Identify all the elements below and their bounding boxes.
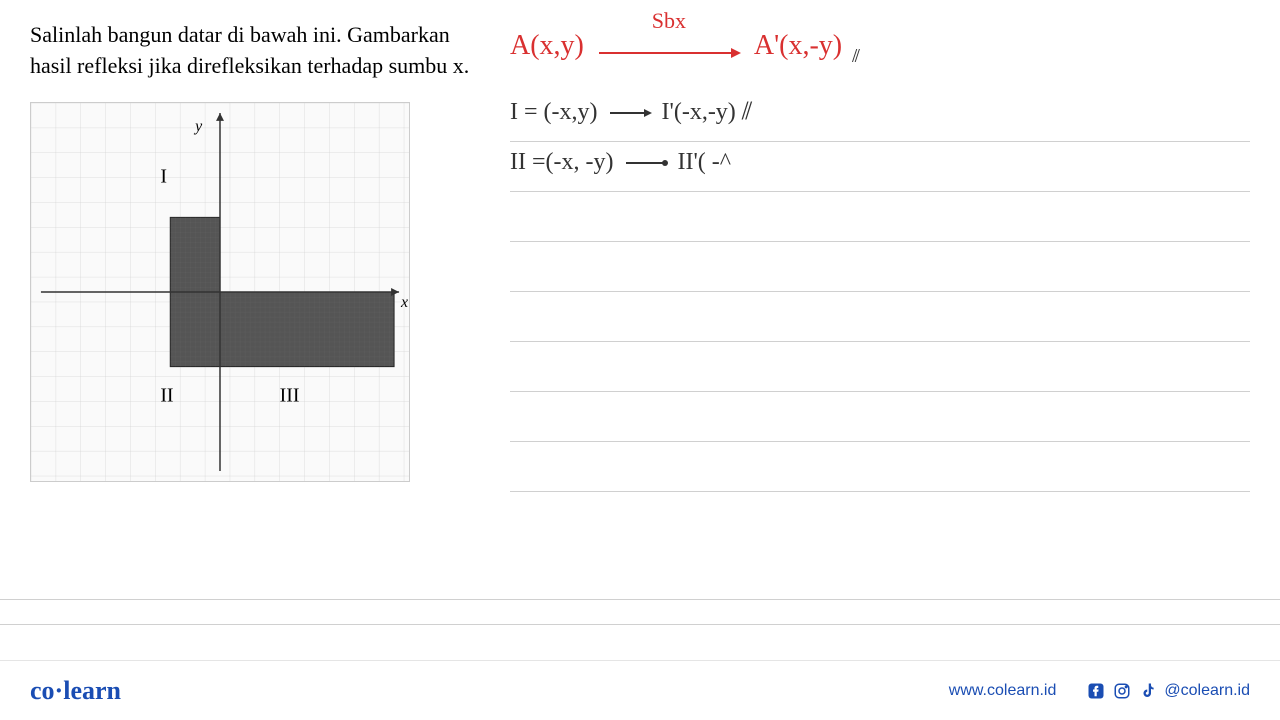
footer: co·learn www.colearn.id @colearn.id <box>0 660 1280 720</box>
website-url: www.colearn.id <box>949 682 1057 700</box>
notebook-lines: I = (-x,y) I'(-x,-y) ⫽ II =(-x, -y) II'(… <box>510 92 1250 492</box>
svg-text:II: II <box>160 384 173 406</box>
graph-container: yxIIIIII <box>30 102 410 482</box>
work-right-2: II'( -^ <box>678 149 732 176</box>
social-handle: @colearn.id <box>1164 682 1250 700</box>
empty-line <box>510 242 1250 292</box>
arrow-icon <box>599 52 739 54</box>
empty-line <box>510 292 1250 342</box>
arrow-label: Sbx <box>652 8 686 34</box>
rule-source: A(x,y) <box>510 30 584 62</box>
tiktok-icon <box>1138 681 1158 701</box>
rule-result: A'(x,-y) <box>754 30 842 62</box>
empty-line <box>510 442 1250 492</box>
empty-line <box>510 392 1250 442</box>
logo-part-2: learn <box>63 676 121 705</box>
svg-text:I: I <box>160 165 167 187</box>
footer-right: www.colearn.id @colearn.id <box>949 681 1250 701</box>
facebook-icon <box>1086 681 1106 701</box>
ruled-line <box>0 624 1280 625</box>
logo-part-1: co <box>30 676 55 705</box>
right-column: A(x,y) Sbx A'(x,-y) I = (-x,y) I'(-x,-y)… <box>470 20 1250 620</box>
svg-text:x: x <box>400 294 408 311</box>
left-column: Salinlah bangun datar di bawah ini. Gamb… <box>30 20 470 620</box>
empty-line <box>510 192 1250 242</box>
work-left-1: I = (-x,y) <box>510 99 598 126</box>
ruled-line <box>0 599 1280 600</box>
coordinate-graph: yxIIIIII <box>31 103 409 481</box>
svg-text:III: III <box>280 384 300 406</box>
svg-text:y: y <box>193 117 203 134</box>
work-right-1: I'(-x,-y) ⫽ <box>662 99 753 126</box>
reflection-rule: A(x,y) Sbx A'(x,-y) <box>510 30 1250 62</box>
arrow-container: Sbx <box>599 30 739 62</box>
logo-dot: · <box>55 676 64 705</box>
small-arrow-icon <box>626 162 666 164</box>
question-text: Salinlah bangun datar di bawah ini. Gamb… <box>30 20 470 82</box>
empty-line <box>510 342 1250 392</box>
social-links: @colearn.id <box>1086 681 1250 701</box>
content-area: Salinlah bangun datar di bawah ini. Gamb… <box>0 0 1280 620</box>
logo: co·learn <box>30 676 121 706</box>
instagram-icon <box>1112 681 1132 701</box>
small-arrow-icon <box>610 112 650 114</box>
work-line-2: II =(-x, -y) II'( -^ <box>510 142 1250 192</box>
work-left-2: II =(-x, -y) <box>510 149 614 176</box>
work-line-1: I = (-x,y) I'(-x,-y) ⫽ <box>510 92 1250 142</box>
